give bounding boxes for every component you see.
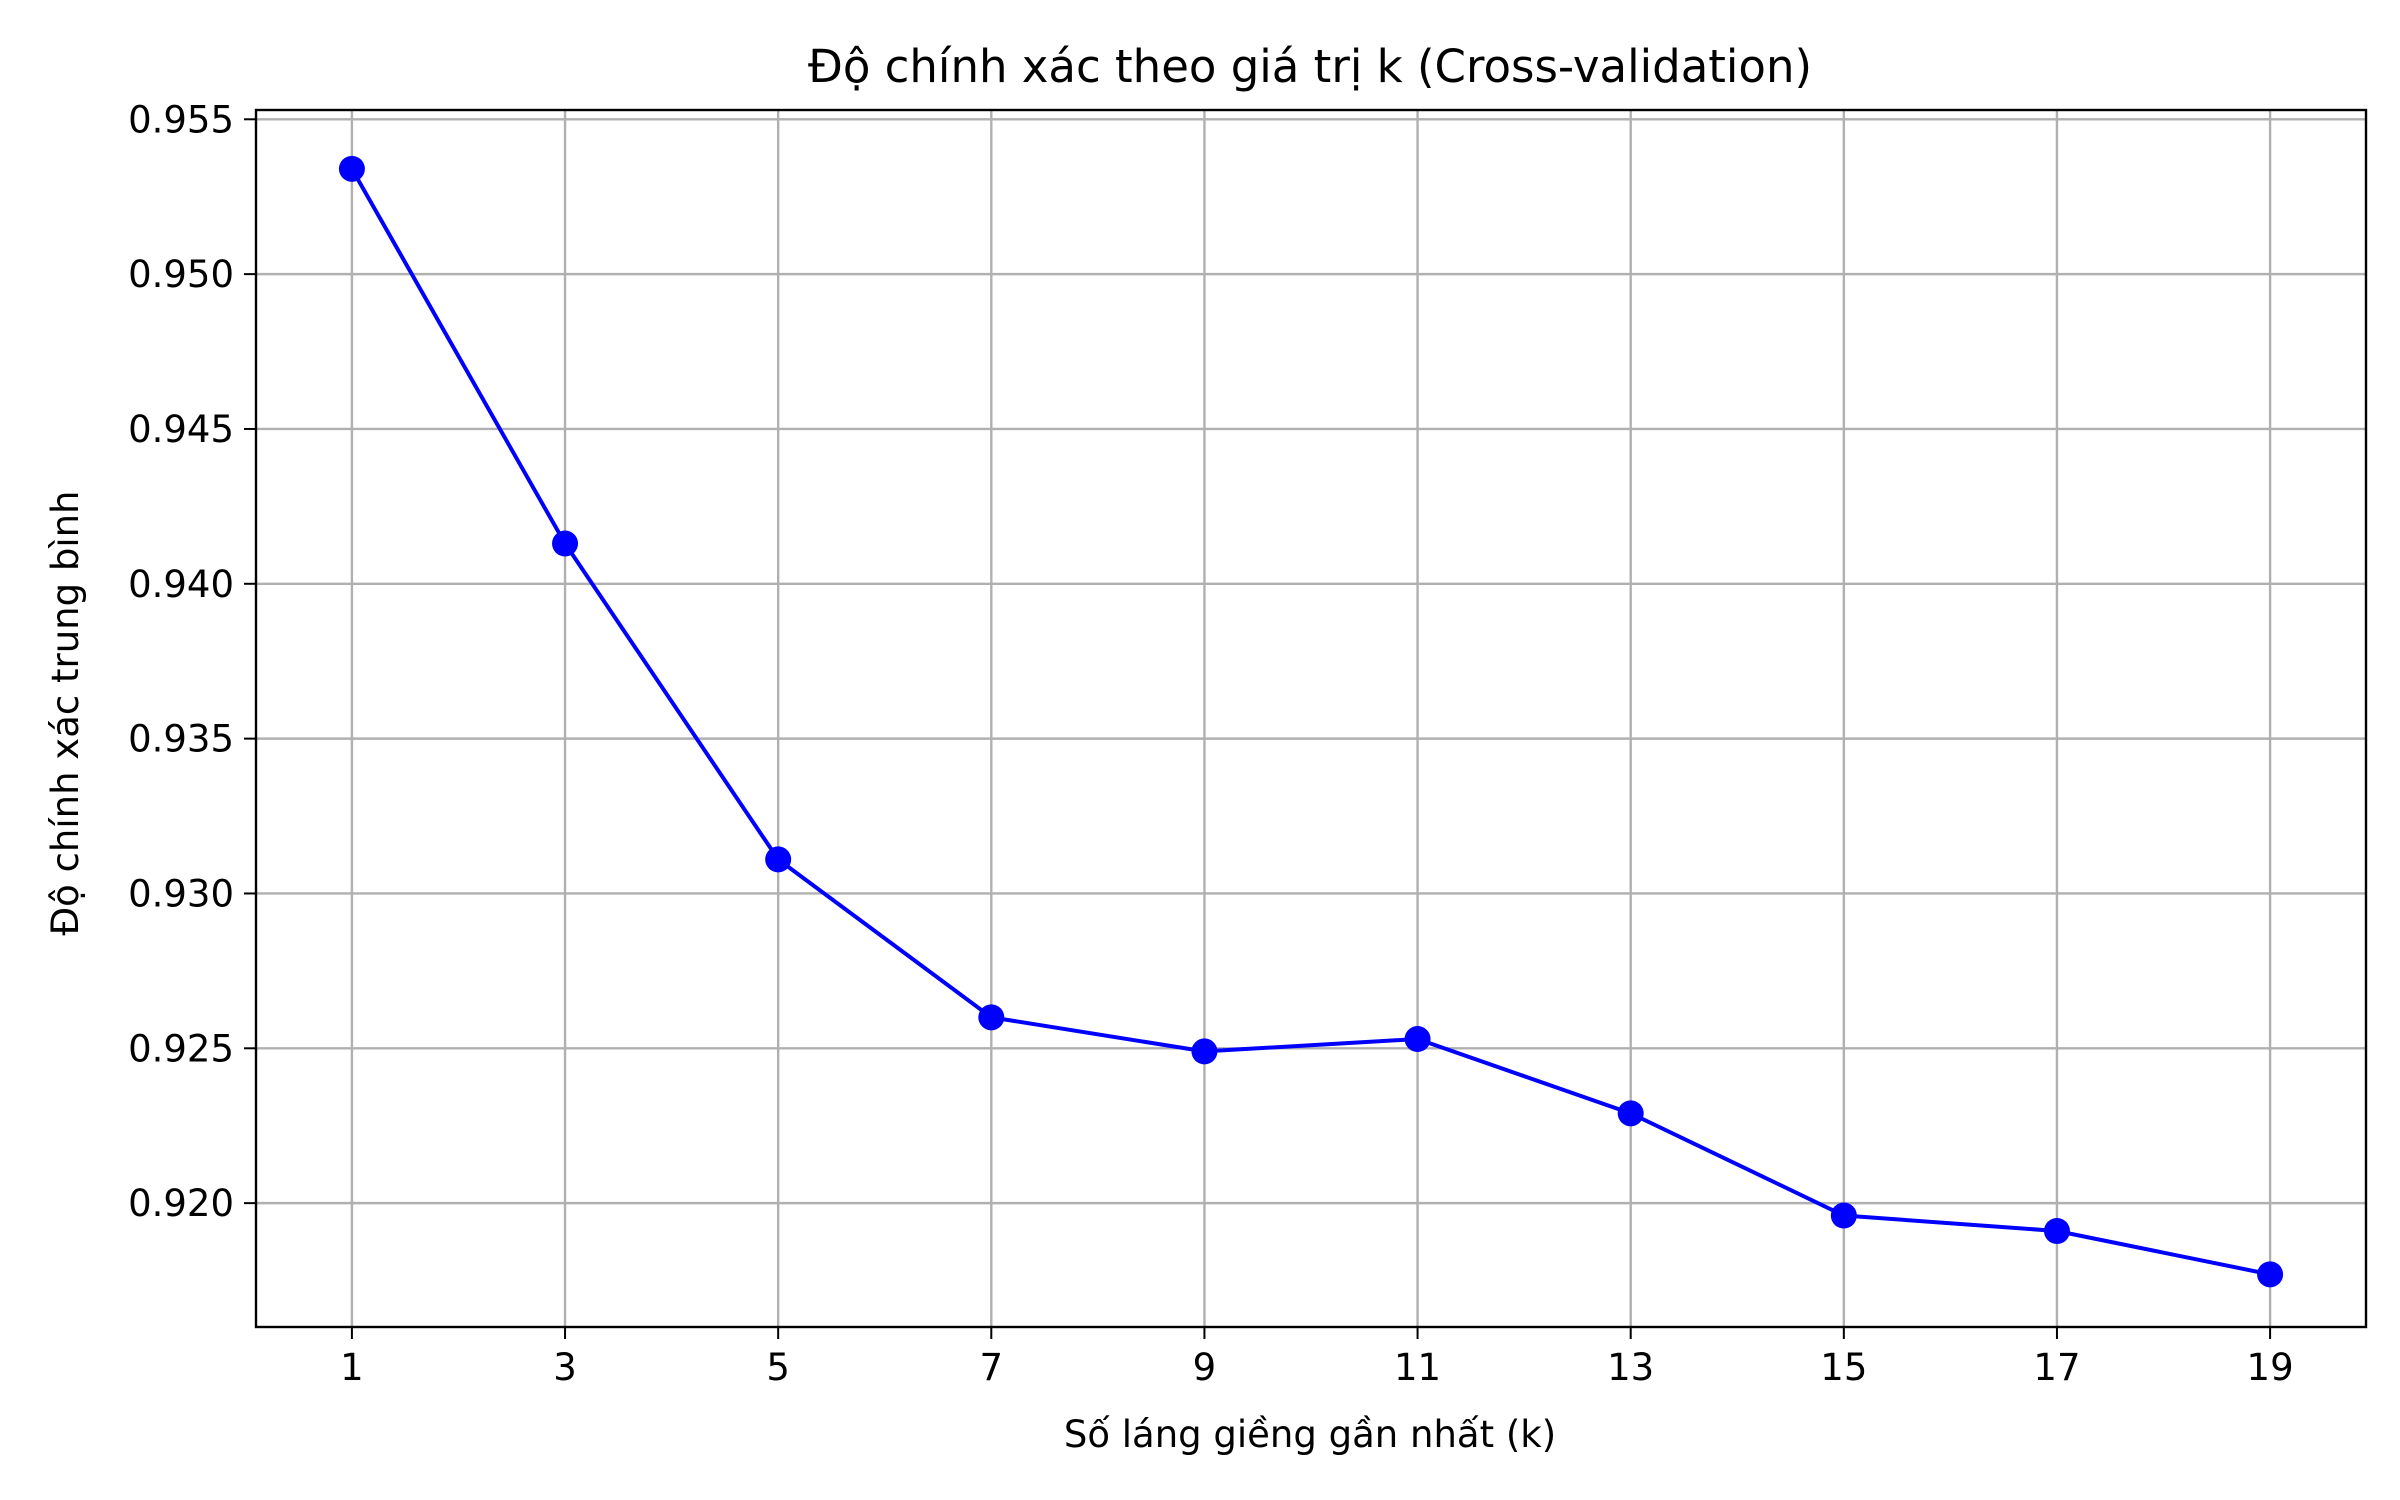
x-tick-label: 15 bbox=[1820, 1346, 1867, 1389]
y-tick-label: 0.935 bbox=[128, 718, 234, 761]
data-point bbox=[765, 846, 792, 873]
y-tick-label: 0.940 bbox=[128, 563, 234, 606]
x-tick-label: 11 bbox=[1394, 1346, 1441, 1389]
y-tick-label: 0.945 bbox=[128, 408, 234, 451]
series-line bbox=[350, 167, 2271, 1277]
x-tick-label: 9 bbox=[1193, 1346, 1217, 1389]
y-axis-label: Độ chính xác trung bình bbox=[44, 490, 87, 935]
data-point bbox=[1617, 1100, 1644, 1127]
data-point bbox=[978, 1004, 1005, 1031]
y-tick-label: 0.950 bbox=[128, 253, 234, 296]
data-point bbox=[2043, 1218, 2070, 1245]
x-tick-label: 1 bbox=[340, 1346, 364, 1389]
y-tick-label: 0.930 bbox=[128, 872, 234, 915]
data-point bbox=[1404, 1026, 1431, 1053]
grid bbox=[256, 110, 2366, 1327]
x-tick-label: 7 bbox=[980, 1346, 1004, 1389]
x-tick-label: 5 bbox=[766, 1346, 790, 1389]
y-tick-label: 0.920 bbox=[128, 1182, 234, 1225]
plot-frame bbox=[254, 108, 2368, 1329]
data-point bbox=[1830, 1202, 1857, 1229]
data-point bbox=[2257, 1261, 2284, 1288]
data-point bbox=[1191, 1038, 1218, 1065]
x-tick-label: 13 bbox=[1607, 1346, 1654, 1389]
x-tick-label: 3 bbox=[553, 1346, 577, 1389]
x-axis-ticks: 1 3 5 7 9 11 13 15 17 19 bbox=[340, 1327, 2294, 1389]
data-point bbox=[552, 530, 579, 557]
x-tick-label: 19 bbox=[2247, 1346, 2294, 1389]
y-axis-ticks: 0.920 0.925 0.930 0.935 0.940 0.945 0.950 0.955 bbox=[128, 98, 256, 1225]
y-tick-label: 0.925 bbox=[128, 1027, 234, 1070]
x-tick-label: 17 bbox=[2033, 1346, 2080, 1389]
y-tick-label: 0.955 bbox=[128, 98, 234, 141]
chart-title: Độ chính xác theo giá trị k (Cross-valid… bbox=[808, 40, 1812, 93]
series-layer bbox=[338, 155, 2284, 1288]
x-axis-label: Số láng giềng gần nhất (k) bbox=[1064, 1413, 1556, 1456]
data-point bbox=[338, 155, 365, 182]
